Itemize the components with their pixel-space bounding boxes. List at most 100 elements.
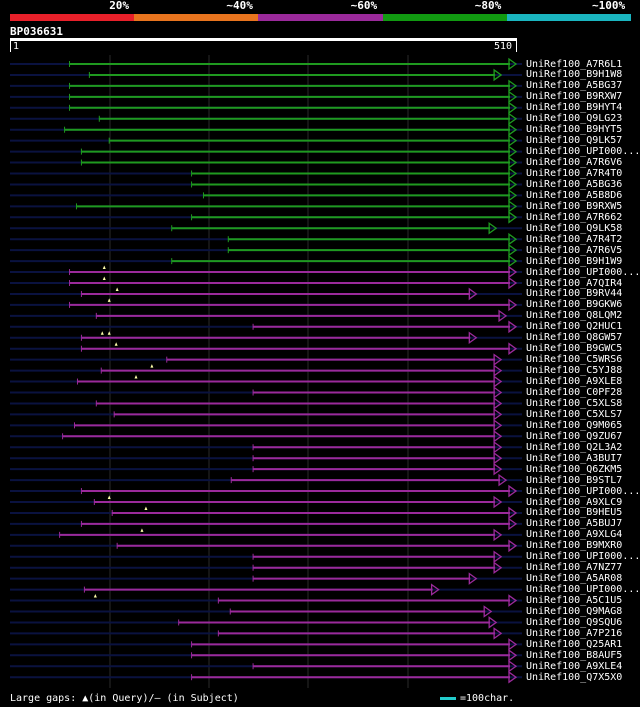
hit-row[interactable] — [10, 243, 522, 257]
hit-label[interactable]: UniRef100_Q9LG23 — [526, 113, 623, 125]
hit-row[interactable] — [10, 408, 522, 421]
hit-label[interactable]: UniRef100_C5XLS8 — [526, 397, 623, 409]
hit-label[interactable]: UniRef100_B9HYT5 — [526, 124, 623, 136]
hit-row[interactable] — [10, 211, 522, 224]
hit-row[interactable] — [10, 156, 522, 169]
hit-label[interactable]: UniRef100_UPI000... — [526, 551, 640, 563]
hit-row[interactable] — [10, 440, 522, 454]
hit-label[interactable]: UniRef100_A7R6V5 — [526, 244, 623, 256]
hit-label[interactable]: UniRef100_Q8GW57 — [526, 332, 623, 344]
hit-row[interactable] — [10, 550, 522, 564]
hit-label[interactable]: UniRef100_UPI000... — [526, 146, 640, 158]
hit-label[interactable]: UniRef100_A3BUI7 — [526, 452, 623, 464]
hit-row[interactable] — [10, 375, 522, 388]
hit-row[interactable] — [10, 134, 522, 147]
hit-row[interactable] — [10, 178, 522, 191]
hit-row[interactable] — [10, 123, 522, 136]
hit-row[interactable] — [10, 331, 522, 345]
hit-label[interactable]: UniRef100_Q7X5X0 — [526, 671, 623, 683]
hit-label[interactable]: UniRef100_A9XLE8 — [526, 376, 623, 388]
hit-label[interactable]: UniRef100_A5BG37 — [526, 80, 623, 92]
hit-row[interactable] — [10, 649, 522, 662]
hit-label[interactable]: UniRef100_A7R6L1 — [526, 58, 623, 70]
hit-label[interactable]: UniRef100_C5YJ88 — [526, 365, 623, 377]
hit-row[interactable] — [10, 616, 522, 629]
hit-row[interactable] — [10, 298, 522, 312]
hit-label[interactable]: UniRef100_C0PF28 — [526, 387, 623, 398]
hit-label[interactable]: UniRef100_Q2HUC1 — [526, 321, 623, 333]
hit-row[interactable] — [10, 232, 522, 246]
hit-label[interactable]: UniRef100_A5AR08 — [526, 573, 623, 585]
hit-row[interactable] — [10, 167, 522, 180]
hit-row[interactable] — [10, 276, 522, 290]
hit-label[interactable]: UniRef100_A7NZ77 — [526, 562, 623, 574]
hit-row[interactable] — [10, 473, 522, 487]
hit-row[interactable] — [10, 90, 522, 104]
hit-label[interactable]: UniRef100_B9RXW5 — [526, 200, 623, 212]
hit-row[interactable] — [10, 200, 522, 213]
hit-row[interactable] — [10, 583, 522, 596]
hit-row[interactable] — [10, 79, 522, 93]
hit-row[interactable] — [10, 528, 522, 542]
hit-label[interactable]: UniRef100_Q9SQU6 — [526, 616, 623, 628]
hit-row[interactable] — [10, 397, 522, 410]
hit-label[interactable]: UniRef100_A7R662 — [526, 211, 623, 223]
hit-label[interactable]: UniRef100_B9STL7 — [526, 474, 623, 486]
hit-row[interactable] — [10, 57, 522, 71]
hit-row[interactable] — [10, 68, 522, 82]
hit-row[interactable] — [10, 430, 522, 443]
hit-label[interactable]: UniRef100_B9H1W9 — [526, 255, 623, 267]
hit-label[interactable]: UniRef100_Q9MAG8 — [526, 606, 623, 617]
hit-row[interactable] — [10, 342, 522, 355]
hit-row[interactable] — [10, 627, 522, 640]
hit-label[interactable]: UniRef100_C5XLS7 — [526, 408, 623, 420]
hit-row[interactable] — [10, 495, 522, 509]
hit-row[interactable] — [10, 353, 522, 366]
hit-row[interactable] — [10, 101, 522, 115]
hit-label[interactable]: UniRef100_A5BUJ7 — [526, 518, 623, 530]
hit-label[interactable]: UniRef100_B9HYT4 — [526, 102, 623, 114]
hit-label[interactable]: UniRef100_Q9LK58 — [526, 222, 623, 234]
hit-row[interactable] — [10, 506, 522, 520]
hit-row[interactable] — [10, 419, 522, 432]
hit-label[interactable]: UniRef100_Q2L3A2 — [526, 441, 623, 453]
hit-row[interactable] — [10, 484, 522, 498]
hit-label[interactable]: UniRef100_A9XLC9 — [526, 496, 623, 508]
hit-label[interactable]: UniRef100_C5WRS6 — [526, 354, 623, 366]
hit-row[interactable] — [10, 659, 522, 673]
hit-label[interactable]: UniRef100_UPI000... — [526, 584, 640, 596]
hit-row[interactable] — [10, 265, 522, 279]
hit-row[interactable] — [10, 221, 522, 235]
hit-label[interactable]: UniRef100_A5BG36 — [526, 178, 623, 190]
hit-label[interactable]: UniRef100_A5C1U5 — [526, 595, 623, 607]
hit-label[interactable]: UniRef100_B8AUF5 — [526, 649, 623, 661]
hit-label[interactable]: UniRef100_Q6ZKM5 — [526, 463, 623, 475]
hit-row[interactable] — [10, 670, 522, 684]
hit-label[interactable]: UniRef100_Q9LK57 — [526, 135, 623, 147]
hit-row[interactable] — [10, 594, 522, 607]
hit-label[interactable]: UniRef100_B9RV44 — [526, 288, 623, 300]
hit-row[interactable] — [10, 320, 522, 334]
hit-row[interactable] — [10, 112, 522, 126]
hit-label[interactable]: UniRef100_UPI000... — [526, 266, 640, 278]
hit-label[interactable]: UniRef100_Q9ZU67 — [526, 430, 623, 442]
hit-label[interactable]: UniRef100_B9GKW6 — [526, 299, 623, 311]
hit-label[interactable]: UniRef100_A7R4T0 — [526, 168, 623, 179]
hit-label[interactable]: UniRef100_A5B8D6 — [526, 189, 623, 201]
hit-label[interactable]: UniRef100_B9GWC5 — [526, 343, 623, 355]
hit-label[interactable]: UniRef100_Q8LQM2 — [526, 310, 623, 322]
hit-row[interactable] — [10, 462, 522, 476]
hit-label[interactable]: UniRef100_B9MXR0 — [526, 540, 623, 552]
hit-row[interactable] — [10, 364, 522, 377]
hit-label[interactable]: UniRef100_B9RXW7 — [526, 91, 623, 103]
hit-row[interactable] — [10, 189, 522, 202]
hit-row[interactable] — [10, 561, 522, 574]
hit-row[interactable] — [10, 605, 522, 618]
hit-label[interactable]: UniRef100_Q25AR1 — [526, 638, 623, 650]
hit-label[interactable]: UniRef100_A9XLG4 — [526, 529, 623, 541]
hit-label[interactable]: UniRef100_A7R6V6 — [526, 157, 623, 169]
hit-label[interactable]: UniRef100_A7R4T2 — [526, 233, 623, 245]
hit-row[interactable] — [10, 572, 522, 585]
hit-row[interactable] — [10, 254, 522, 268]
hit-row[interactable] — [10, 309, 522, 323]
